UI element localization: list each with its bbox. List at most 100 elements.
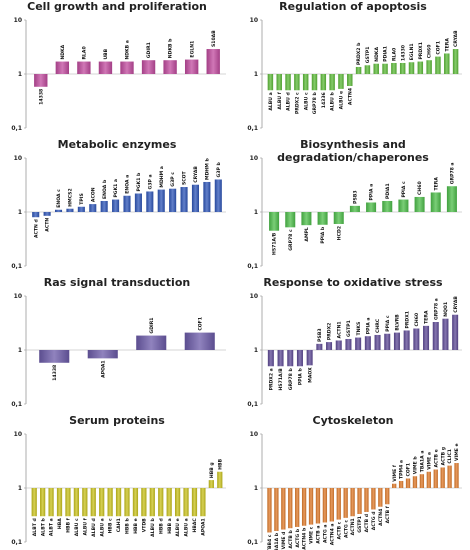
bar-label: ALBU e [339,91,345,109]
bar-label: ACTG d [371,511,377,530]
bar [146,191,154,212]
bar-label: ALBT b [40,518,46,537]
bar-label: PRDX1 [404,311,410,328]
bar [444,53,450,74]
bar [163,60,177,74]
bar-label: HBB e [133,518,139,534]
bar-label: ALBU a [184,518,190,536]
bar-label: EGLN1 [189,41,195,58]
bar [73,488,80,517]
bar-label: ALBU d [286,92,292,111]
bar [99,488,105,517]
bar-label: TBB4 c [267,534,273,550]
bar-label: PPIA b [298,368,304,386]
bar-label: BLVRB [395,314,401,331]
bar [134,193,142,212]
bar [426,471,431,488]
bar-label: ACTB g [440,447,446,465]
bar-label: ALBU d [91,518,97,537]
bar-label: PRDX2 b [356,42,362,65]
bar [435,56,441,74]
bar [446,186,457,212]
chart-title: Response to oxidative stress [263,276,443,289]
bar [32,212,40,218]
bar-label: CH60 [417,181,423,195]
chart-title: Ras signal transduction [43,276,191,289]
bar-label: ENOA c [56,189,62,208]
bar [366,202,377,212]
bar [414,196,425,212]
bar-label: NDKA [374,47,380,62]
bar [277,350,284,367]
y-tick-label: 0,1 [11,263,22,270]
bar [267,350,274,367]
bar [48,488,54,517]
bar [89,204,97,212]
y-tick-label: 10 [14,17,22,24]
bar [31,488,37,517]
bar-label: ALBU f [82,517,88,535]
bar-label: HBAC [192,518,198,533]
bar [433,469,438,488]
bar [120,61,134,74]
bar [347,74,353,86]
bar [115,488,122,517]
bar-label: HBB [217,458,223,469]
bar [77,206,85,212]
bar-label: VIME c [309,526,315,544]
bar-label: ALBU e [175,518,181,536]
bar [55,61,70,74]
bar [417,61,424,74]
bar-label: ALBU c [303,92,309,110]
bar-label: ALBU a [268,92,274,110]
bar [336,488,341,520]
bar-label: G3P b [216,162,222,178]
bar [191,488,198,517]
panel-metabolic-enzymes: Metabolic enzymes 10 1 0,1 ACTN d ACTN ENOA c… [4,138,230,270]
bar [184,332,215,350]
bar [269,212,280,231]
bar [166,488,172,517]
bar-label: RLA0 [391,48,397,61]
bar-label: CRYAB [193,166,199,183]
bar [77,61,91,74]
bar-label: TBA1A a [419,451,425,473]
bar [382,200,393,212]
bar [281,488,286,530]
y-tick-label: 0,1 [247,401,258,408]
bar-label: COF1 [197,317,203,331]
bar-label: ACTN d [33,219,39,238]
bar-label: GRP78 b [312,92,318,115]
bar [90,488,96,517]
bar [452,49,459,74]
bar-label: NDKB a [125,40,131,59]
bar [320,74,327,91]
bar-label: ACTB a [316,526,322,544]
bar-label: TERA [424,310,430,324]
bar-label: GSTP1 [365,47,371,64]
bar [306,350,313,366]
bar-label: RLA0 [81,46,87,59]
bar-label: G3P a [147,174,153,189]
bar-label: AMPL [304,227,310,241]
bar [440,467,445,488]
bar [419,474,425,488]
bar [87,350,118,359]
bar-label: ALBU f [277,91,283,109]
chart-title: Serum proteins [69,414,165,427]
bar [447,465,452,488]
bar-label: ACTG a [322,524,328,543]
bar-label: ACTB d [364,514,370,532]
bar-label: ACTB b [288,530,294,549]
y-tick-label: 10 [14,155,22,162]
bar [343,488,348,518]
bar [285,74,291,91]
bar [378,488,383,507]
bar [398,480,404,488]
bar-label: ALBU a [99,518,105,536]
bar-label: HS71A/B [278,368,284,391]
bar [183,488,189,517]
bar [136,335,167,350]
panel-oxidative-stress: Response to oxidative stress 10 1 0,1 PRDX2… [240,276,466,408]
